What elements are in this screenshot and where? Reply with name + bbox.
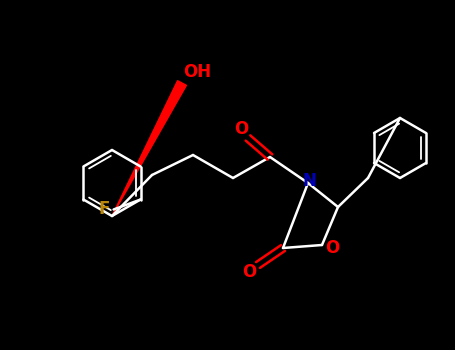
Text: F: F (99, 201, 110, 218)
Text: O: O (325, 239, 339, 257)
Text: OH: OH (183, 63, 211, 81)
Text: O: O (242, 263, 256, 281)
Polygon shape (112, 80, 187, 216)
Text: O: O (234, 120, 248, 138)
Text: N: N (302, 172, 316, 190)
